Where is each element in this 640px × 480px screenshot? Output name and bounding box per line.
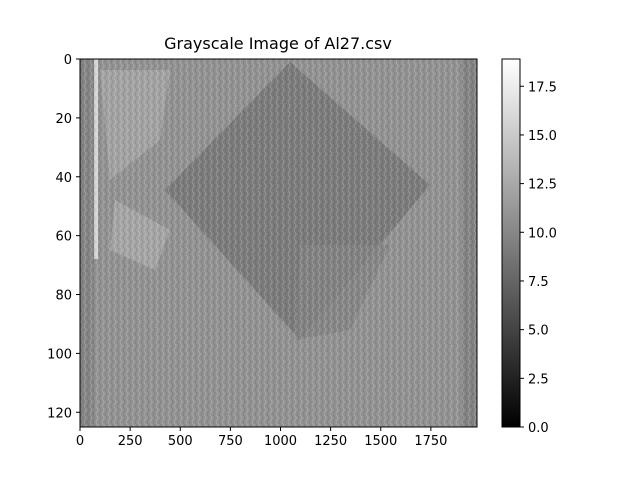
colorbar-tick-label: 5.0 [528, 324, 549, 339]
colorbar [501, 58, 521, 428]
y-tick-label: 120 [47, 406, 72, 421]
colorbar-axis: 0.0 2.5 5.0 7.5 10.0 12.5 15.0 17.5 [520, 80, 557, 436]
x-tick-label: 500 [168, 434, 193, 449]
y-tick-label: 60 [55, 230, 72, 245]
y-tick-label: 80 [55, 289, 72, 304]
colorbar-tick-label: 15.0 [528, 129, 557, 144]
image-frame [79, 58, 478, 428]
grain-texture [80, 59, 477, 427]
x-tick-label: 1250 [314, 434, 347, 449]
y-tick-label: 0 [64, 53, 72, 68]
x-tick-label: 1750 [414, 434, 447, 449]
chart-title: Grayscale Image of Al27.csv [164, 34, 392, 53]
x-tick-label: 0 [76, 434, 84, 449]
y-axis: 0 20 40 60 80 100 120 [47, 53, 80, 421]
y-tick-label: 20 [55, 112, 72, 127]
x-tick-label: 1500 [364, 434, 397, 449]
colorbar-tick-label: 10.0 [528, 226, 557, 241]
colorbar-tick-label: 2.5 [528, 372, 549, 387]
x-tick-label: 750 [218, 434, 243, 449]
x-tick-label: 250 [118, 434, 143, 449]
colorbar-tick-label: 12.5 [528, 178, 557, 193]
y-tick-label: 40 [55, 171, 72, 186]
heatmap-image [80, 59, 477, 427]
y-tick-label: 100 [47, 347, 72, 362]
x-tick-label: 1000 [264, 434, 297, 449]
x-axis: 0 250 500 750 1000 1250 1500 1750 [76, 427, 447, 449]
colorbar-tick-label: 0.0 [528, 421, 549, 436]
colorbar-tick-label: 17.5 [528, 80, 557, 95]
colorbar-tick-label: 7.5 [528, 275, 549, 290]
